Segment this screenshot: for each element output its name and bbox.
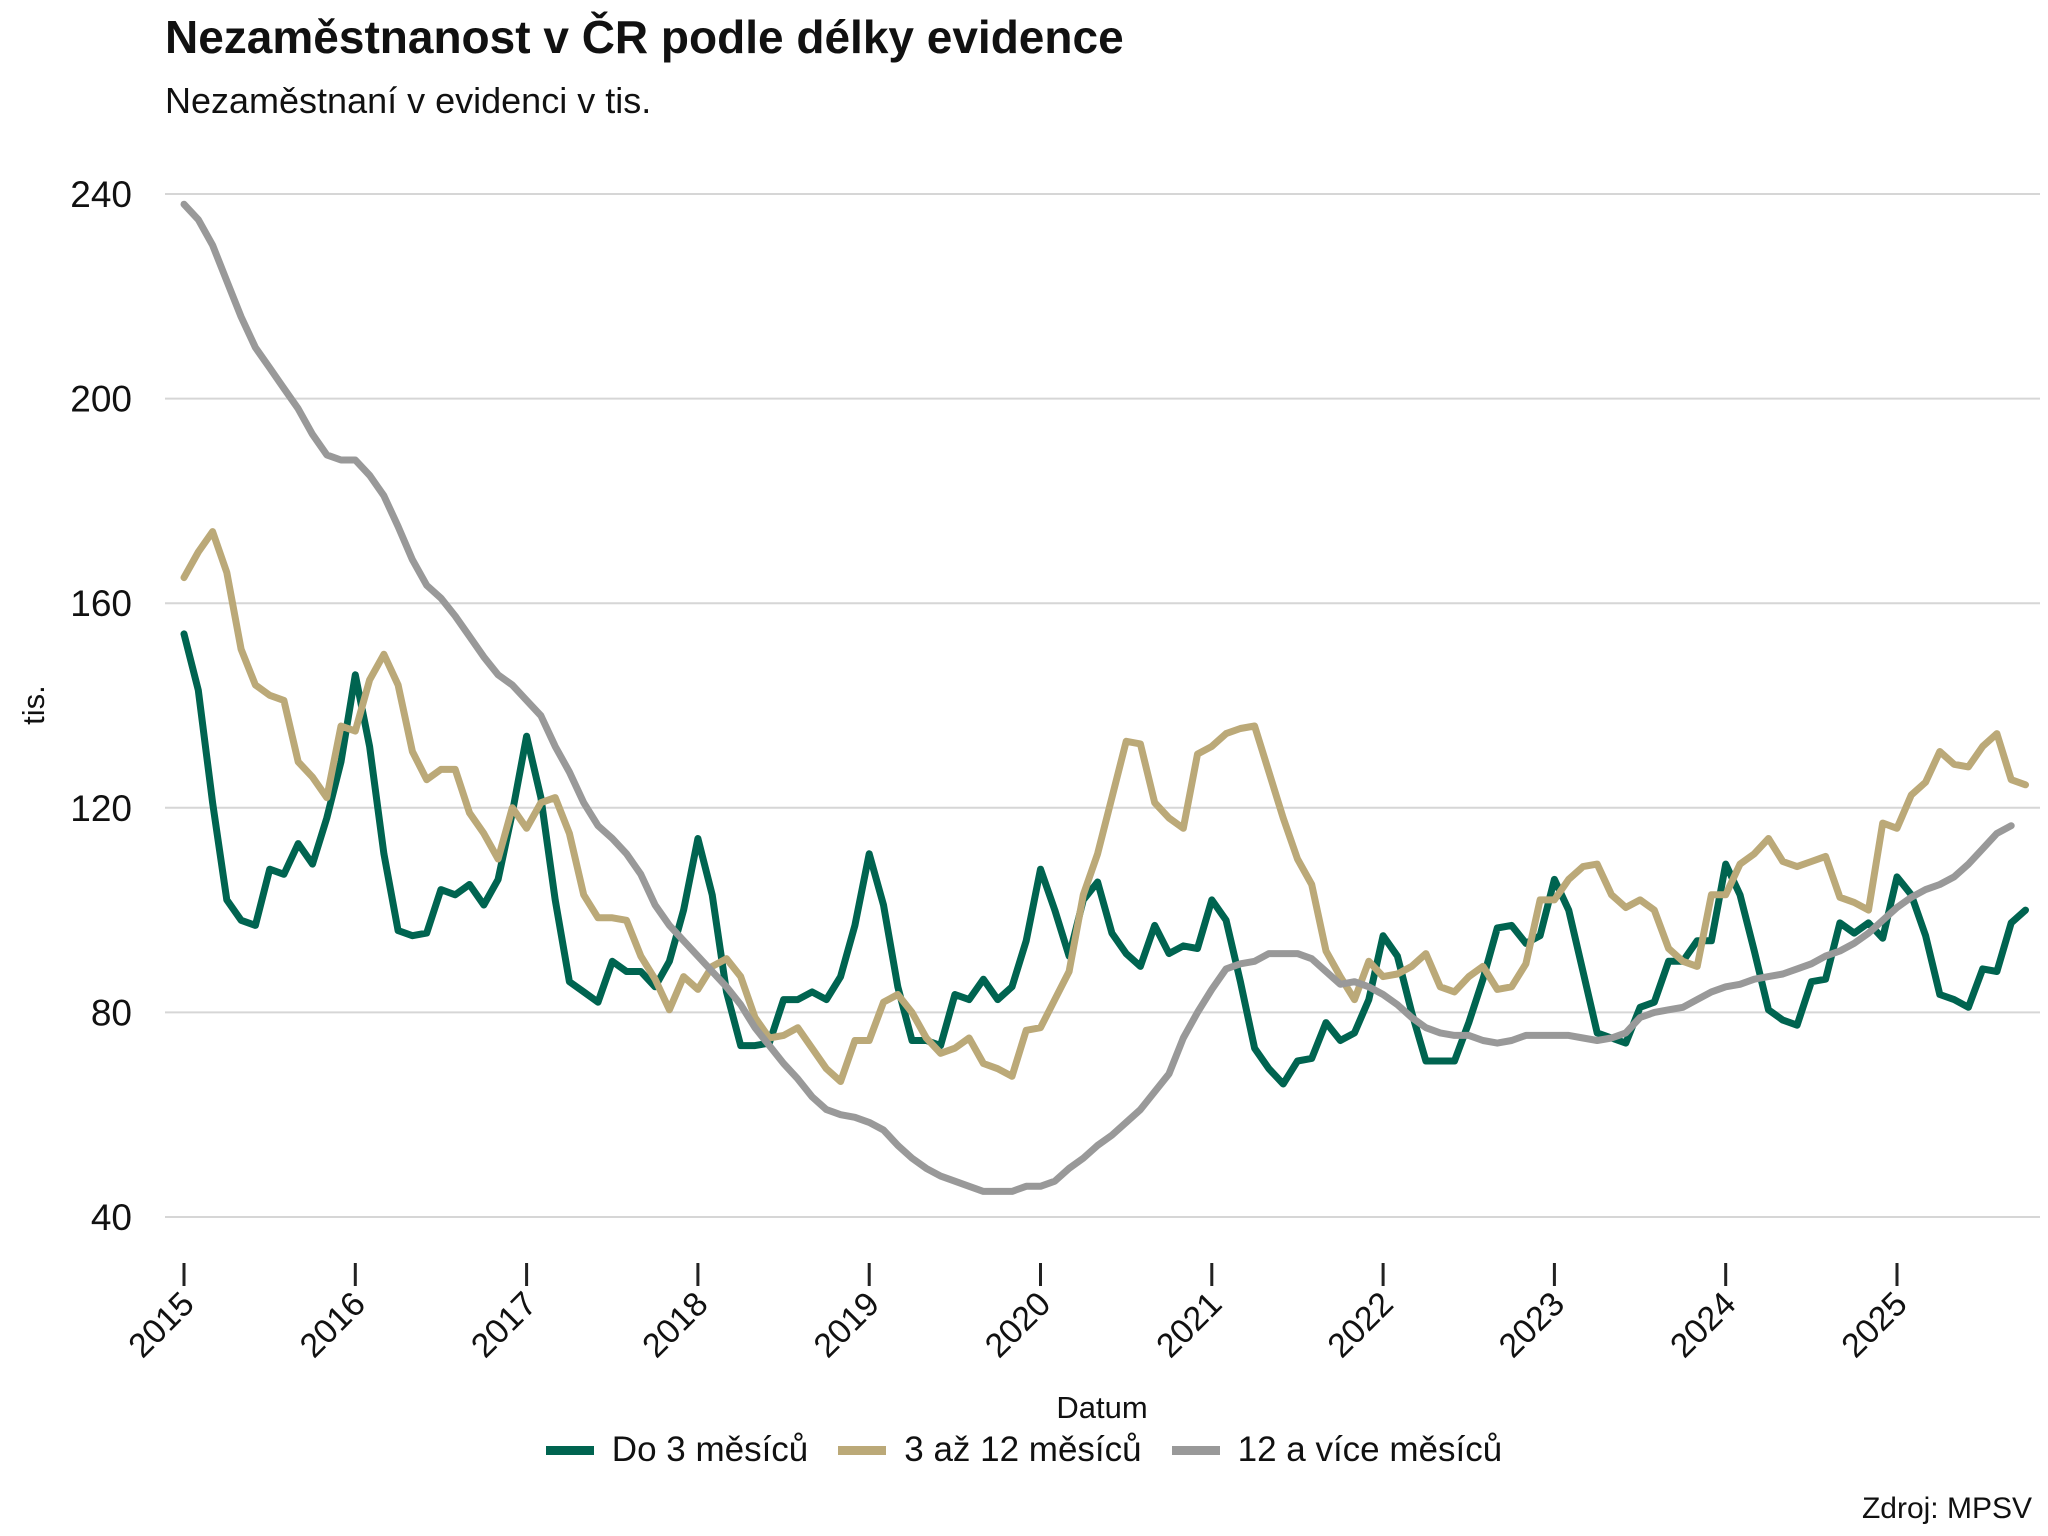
legend-swatch [545, 1445, 594, 1455]
series-lines [180, 200, 2029, 1195]
series-line-2 [180, 528, 2029, 1085]
gridlines [165, 193, 2040, 1218]
chart-subtitle: Nezaměstnaní v evidenci v tis. [165, 80, 652, 121]
x-axis-title: Datum [1056, 1390, 1147, 1425]
x-tick-label: 2016 [293, 1285, 373, 1365]
x-axis-ticks: 2015 2016 2017 2018 2019 2020 2021 2022 2023 2024… [121, 1263, 1915, 1365]
source-note: Zdroj: MPSV [1861, 1492, 2032, 1525]
y-tick-label: 120 [70, 788, 132, 829]
legend-label: 3 až 12 měsíců [904, 1430, 1142, 1469]
series-line-1 [180, 630, 2029, 1088]
x-tick-label: 2019 [807, 1285, 887, 1365]
x-tick-label: 2015 [121, 1285, 201, 1365]
y-tick-label: 200 [70, 379, 132, 420]
series-line-3 [180, 200, 2015, 1195]
y-tick-label: 40 [91, 1197, 132, 1238]
y-tick-label: 80 [91, 992, 132, 1033]
legend-item-3-az-12-mesicu: 3 až 12 měsíců [838, 1430, 1142, 1470]
chart-title: Nezaměstnanost v ČR podle délky evidence [165, 11, 1124, 63]
y-tick-label: 240 [70, 174, 132, 215]
legend-label: Do 3 měsíců [611, 1430, 809, 1469]
y-axis-title: tis. [16, 685, 51, 725]
y-axis-ticks: 40 80 120 160 200 240 [70, 174, 132, 1238]
x-tick-label: 2024 [1663, 1285, 1743, 1365]
x-tick-label: 2018 [635, 1285, 715, 1365]
x-tick-label: 2025 [1834, 1285, 1914, 1365]
legend: Do 3 měsíců 3 až 12 měsíců 12 a více měs… [0, 1430, 2048, 1470]
legend-item-12-a-vice-mesicu: 12 a více měsíců [1171, 1430, 1503, 1470]
x-tick-label: 2021 [1149, 1285, 1229, 1365]
x-tick-label: 2020 [978, 1285, 1058, 1365]
legend-swatch [1171, 1445, 1220, 1455]
x-tick-label: 2022 [1320, 1285, 1400, 1365]
legend-label: 12 a více měsíců [1237, 1430, 1503, 1469]
x-tick-label: 2017 [464, 1285, 544, 1365]
y-tick-label: 160 [70, 583, 132, 624]
legend-swatch [838, 1445, 887, 1455]
legend-item-do-3-mesicu: Do 3 měsíců [545, 1430, 809, 1470]
x-tick-label: 2023 [1492, 1285, 1572, 1365]
